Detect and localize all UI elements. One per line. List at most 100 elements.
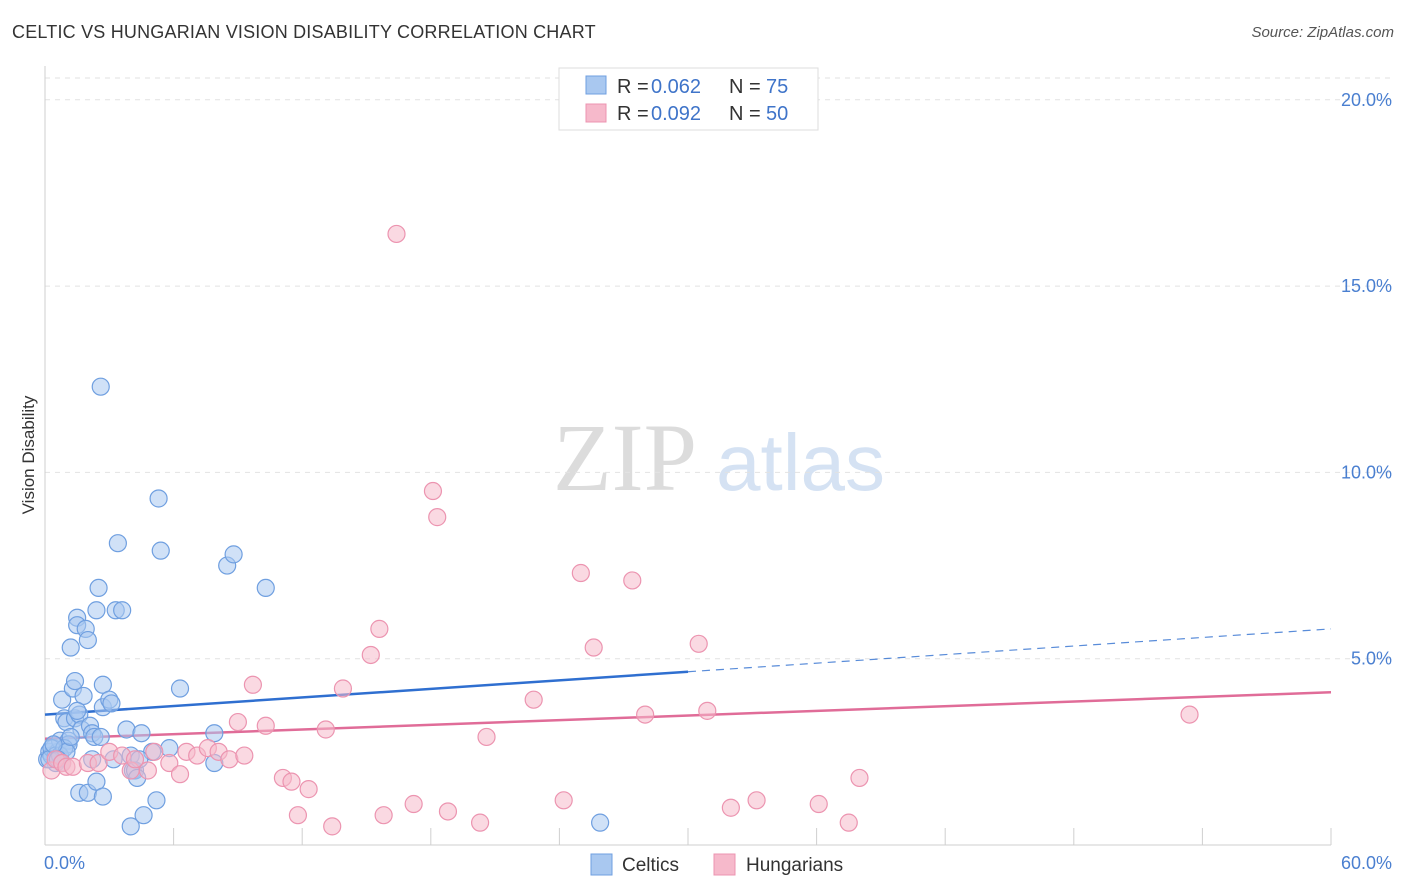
point-hungarians-54 <box>1180 705 1199 724</box>
point-celtics-22 <box>78 630 97 650</box>
grid-lines <box>45 77 1392 660</box>
x-tick-label-max: 60.0% <box>1341 853 1392 873</box>
axes <box>44 66 1332 846</box>
y-tick-label-3: 20.0% <box>1341 90 1392 110</box>
legend-n-value-celtics: 75 <box>766 76 788 98</box>
legend-r-value-celtics: 0.062 <box>651 76 701 98</box>
trend-line-celtics-extension <box>687 628 1332 673</box>
point-hungarians-47 <box>689 634 708 653</box>
point-celtics-7 <box>53 690 72 709</box>
tick-labels: 5.0% 10.0% 15.0% 20.0% 0.0% 60.0% <box>44 90 1392 873</box>
point-hungarians-53 <box>850 768 869 788</box>
bottom-legend: Celtics Hungarians <box>590 853 843 876</box>
point-hungarians-44 <box>584 638 603 657</box>
point-hungarians-11 <box>138 761 157 780</box>
point-celtics-66 <box>121 817 140 836</box>
point-hungarians-39 <box>470 813 490 832</box>
point-hungarians-52 <box>839 813 858 832</box>
legend-swatch-hungarians <box>585 103 607 123</box>
point-celtics-46 <box>149 489 168 508</box>
point-hungarians-51 <box>809 794 828 814</box>
point-celtics-74 <box>591 813 610 832</box>
point-hungarians-42 <box>554 791 573 810</box>
data-points <box>38 224 1199 836</box>
point-celtics-61 <box>68 701 87 720</box>
point-hungarians-4 <box>63 757 82 776</box>
y-axis-label: Vision Disability <box>19 395 38 514</box>
trend-line-celtics <box>44 670 689 716</box>
y-tick-label-2: 15.0% <box>1341 276 1392 296</box>
point-hungarians-31 <box>361 645 380 665</box>
point-celtics-42 <box>132 724 151 743</box>
point-hungarians-43 <box>571 563 590 583</box>
bottom-legend-swatch-celtics <box>590 853 613 876</box>
point-hungarians-35 <box>404 794 423 814</box>
point-hungarians-50 <box>747 791 766 810</box>
point-celtics-26 <box>87 601 106 620</box>
point-celtics-12 <box>61 638 80 657</box>
point-celtics-47 <box>151 541 170 560</box>
point-celtics-68 <box>44 735 63 754</box>
point-hungarians-13 <box>160 753 179 773</box>
point-hungarians-23 <box>256 716 275 735</box>
legend-n-label-celtics: N = <box>729 76 761 98</box>
y-tick-label-1: 10.0% <box>1341 462 1392 482</box>
legend-n-value-hungarians: 50 <box>766 103 788 125</box>
point-hungarians-20 <box>228 712 247 732</box>
point-hungarians-36 <box>423 481 443 501</box>
point-celtics-45 <box>147 791 166 810</box>
point-hungarians-29 <box>323 817 342 836</box>
point-celtics-28 <box>91 727 110 747</box>
legend-r-value-hungarians: 0.092 <box>651 103 701 125</box>
point-hungarians-10 <box>125 750 145 769</box>
watermark-zip: ZIP <box>553 404 697 511</box>
point-hungarians-32 <box>370 619 389 638</box>
point-celtics-53 <box>224 545 243 564</box>
point-hungarians-19 <box>220 750 239 769</box>
bottom-legend-swatch-hungarians <box>713 853 736 876</box>
point-celtics-37 <box>117 720 136 739</box>
point-hungarians-48 <box>698 701 717 720</box>
point-celtics-43 <box>134 806 153 825</box>
point-celtics-54 <box>256 578 275 598</box>
point-celtics-29 <box>91 377 110 396</box>
point-hungarians-38 <box>438 802 458 821</box>
point-hungarians-21 <box>235 746 254 765</box>
point-celtics-71 <box>61 727 80 747</box>
legend-r-label-celtics: R = <box>617 76 649 98</box>
point-hungarians-22 <box>243 675 263 694</box>
point-hungarians-45 <box>623 571 642 590</box>
x-tick-label-min: 0.0% <box>44 853 85 873</box>
point-hungarians-46 <box>636 705 655 724</box>
point-celtics-35 <box>108 534 127 553</box>
point-hungarians-25 <box>282 772 301 791</box>
point-hungarians-26 <box>288 806 308 825</box>
point-celtics-27 <box>89 578 108 598</box>
y-tick-label-0: 5.0% <box>1351 649 1392 669</box>
point-celtics-33 <box>102 694 121 713</box>
point-celtics-36 <box>113 601 132 620</box>
point-hungarians-28 <box>316 720 335 739</box>
source-note: Source: ZipAtlas.com <box>1251 24 1394 41</box>
point-hungarians-33 <box>374 806 393 825</box>
point-hungarians-34 <box>387 224 406 244</box>
point-hungarians-27 <box>299 780 318 799</box>
point-celtics-65 <box>93 787 112 806</box>
chart-title: CELTIC VS HUNGARIAN VISION DISABILITY CO… <box>12 22 596 42</box>
bottom-legend-label-hungarians: Hungarians <box>746 855 843 876</box>
legend: R = 0.062 N = 75 R = 0.092 N = 50 <box>558 67 819 131</box>
point-hungarians-6 <box>89 753 108 773</box>
watermark-atlas: atlas <box>716 418 885 507</box>
point-celtics-15 <box>65 671 85 691</box>
point-hungarians-40 <box>477 727 496 747</box>
point-celtics-49 <box>170 679 190 698</box>
point-hungarians-41 <box>524 690 543 709</box>
legend-r-label-hungarians: R = <box>617 103 649 125</box>
point-hungarians-49 <box>721 798 740 817</box>
legend-swatch-celtics <box>585 75 607 95</box>
legend-n-label-hungarians: N = <box>729 103 761 125</box>
point-hungarians-14 <box>170 765 190 784</box>
bottom-legend-label-celtics: Celtics <box>622 855 679 876</box>
point-hungarians-12 <box>145 742 164 761</box>
